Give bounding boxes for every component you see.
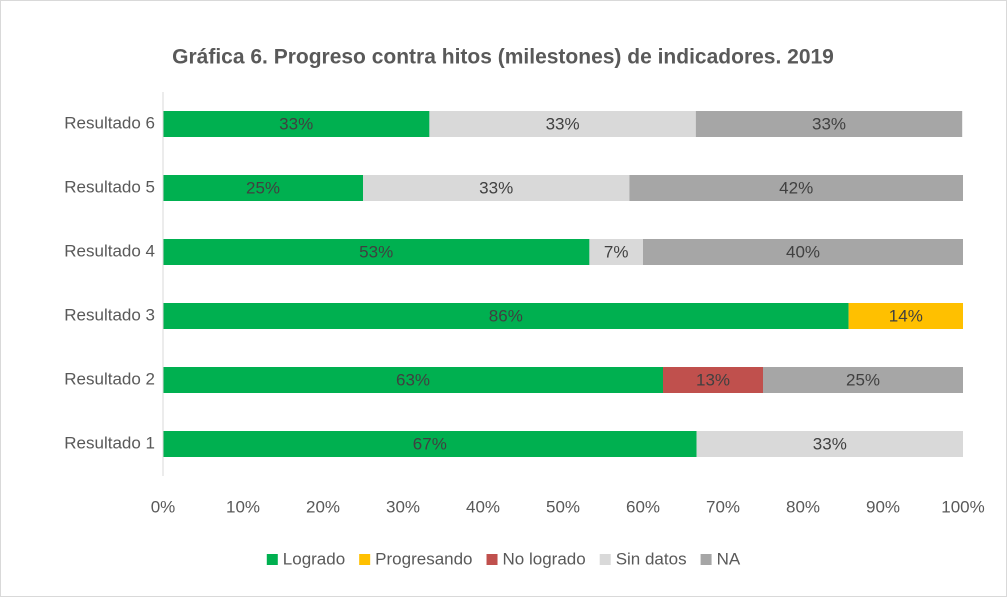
legend-swatch (266, 554, 278, 565)
x-tick-label: 0% (151, 497, 176, 516)
data-label: 33% (479, 178, 513, 197)
bar-segment (163, 111, 430, 137)
bar-segment (663, 367, 763, 393)
data-label: 33% (546, 114, 580, 133)
data-label: 86% (489, 306, 523, 325)
bar-segment (163, 175, 363, 201)
data-label: 63% (396, 370, 430, 389)
bar-segment (848, 303, 963, 329)
data-label: 33% (279, 114, 313, 133)
data-label: 53% (359, 242, 393, 261)
bar-segment (163, 303, 849, 329)
y-tick-label: Resultado 5 (64, 177, 155, 196)
data-label: 42% (779, 178, 813, 197)
legend-swatch (700, 554, 712, 565)
bar-segment (643, 239, 963, 265)
y-tick-label: Resultado 1 (64, 433, 155, 452)
x-tick-label: 30% (386, 497, 420, 516)
y-tick-label: Resultado 2 (64, 369, 155, 388)
legend-label: Logrado (283, 549, 345, 568)
x-tick-label: 70% (706, 497, 740, 516)
data-label: 14% (889, 306, 923, 325)
data-label: 67% (413, 434, 447, 453)
data-label: 33% (812, 114, 846, 133)
data-label: 33% (813, 434, 847, 453)
x-tick-label: 80% (786, 497, 820, 516)
data-label: 13% (696, 370, 730, 389)
x-tick-label: 90% (866, 497, 900, 516)
bar-segment (429, 111, 696, 137)
legend-swatch (359, 554, 371, 565)
bar-segment (696, 431, 963, 457)
x-tick-label: 40% (466, 497, 500, 516)
bar-segment (363, 175, 630, 201)
data-label: 25% (846, 370, 880, 389)
legend-label: NA (717, 549, 741, 568)
bar-segment (589, 239, 643, 265)
y-tick-label: Resultado 3 (64, 305, 155, 324)
x-tick-label: 10% (226, 497, 260, 516)
bar-segment (695, 111, 963, 137)
legend-swatch (599, 554, 611, 565)
bar-segment (163, 367, 663, 393)
x-tick-label: 20% (306, 497, 340, 516)
data-label: 25% (246, 178, 280, 197)
legend-label: No logrado (503, 549, 586, 568)
x-tick-label: 60% (626, 497, 660, 516)
y-tick-label: Resultado 6 (64, 113, 155, 132)
data-label: 40% (786, 242, 820, 261)
x-tick-label: 50% (546, 497, 580, 516)
bar-segment (629, 175, 963, 201)
bar-segment (163, 239, 590, 265)
chart-title: Gráfica 6. Progreso contra hitos (milest… (172, 46, 834, 69)
legend-label: Sin datos (616, 549, 687, 568)
data-label: 7% (604, 242, 629, 261)
legend-swatch (486, 554, 498, 565)
bar-segment (763, 367, 963, 393)
y-tick-label: Resultado 4 (64, 241, 155, 260)
bar-segment (163, 431, 697, 457)
legend-label: Progresando (375, 549, 472, 568)
x-tick-label: 100% (941, 497, 984, 516)
